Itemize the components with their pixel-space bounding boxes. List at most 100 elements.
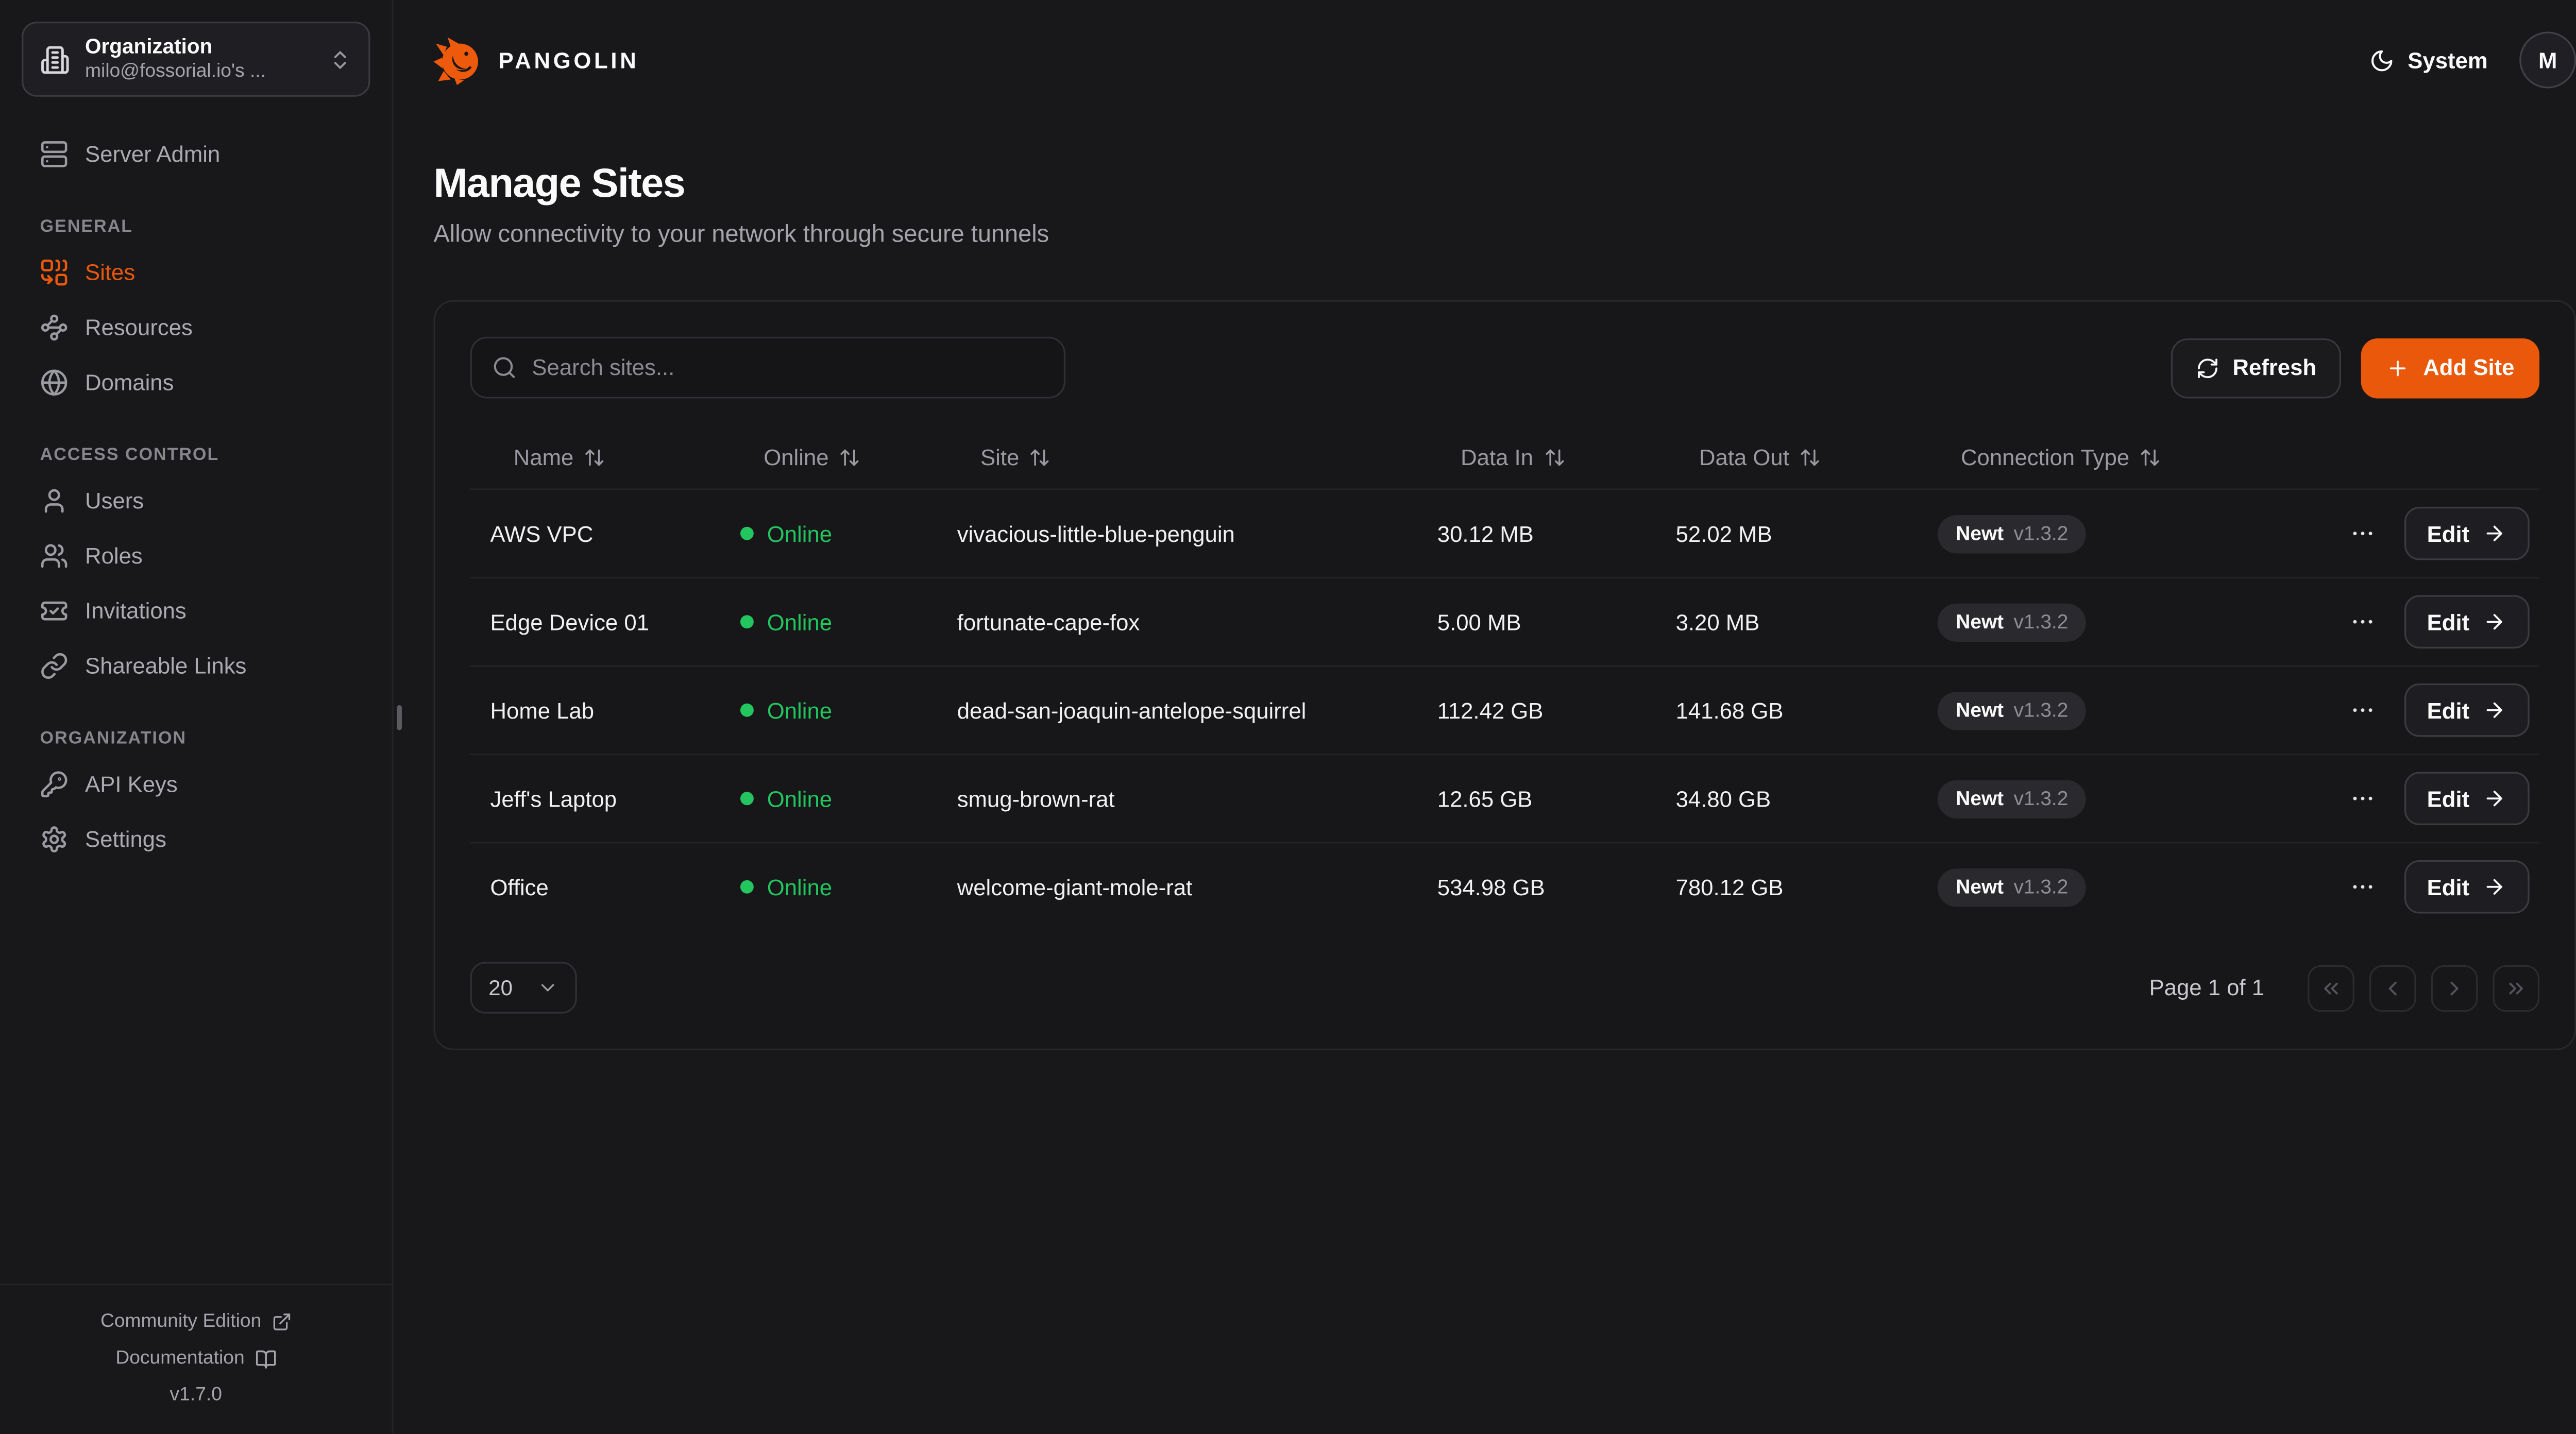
table-row: Jeff's Laptop Online smug-brown-rat 12.6… <box>470 753 2540 842</box>
sites-card: Refresh Add Site Name Online Site Data I… <box>433 300 2576 1050</box>
row-menu-button[interactable] <box>2348 874 2375 900</box>
site-name-cell: Jeff's Laptop <box>490 786 617 811</box>
column-header-online[interactable]: Online <box>720 445 937 469</box>
edit-button[interactable]: Edit <box>2403 860 2530 914</box>
sidebar-resize-handle[interactable] <box>397 705 402 730</box>
sidebar-item-shareable-links[interactable]: Shareable Links <box>20 639 372 694</box>
chevron-down-icon <box>541 984 554 992</box>
row-menu-button[interactable] <box>2348 608 2375 635</box>
brand-name: PANGOLIN <box>498 47 639 73</box>
link-icon <box>41 653 67 679</box>
row-menu-button[interactable] <box>2348 520 2375 547</box>
site-id-cell: vivacious-little-blue-penguin <box>957 521 1235 546</box>
sites-icon <box>41 259 67 286</box>
pagination-right: Page 1 of 1 <box>2149 964 2540 1011</box>
section-label-access-control: ACCESS CONTROL <box>40 445 219 465</box>
user-icon <box>44 489 64 513</box>
pager-buttons <box>2308 964 2540 1011</box>
sidebar-item-label: Settings <box>85 827 166 852</box>
site-id-cell: smug-brown-rat <box>957 786 1115 811</box>
sort-icon <box>1545 448 1563 465</box>
online-status-dot <box>740 703 754 717</box>
table-body: AWS VPC Online vivacious-little-blue-pen… <box>470 488 2540 930</box>
arrow-right-icon <box>2486 791 2502 807</box>
edit-button[interactable]: Edit <box>2403 506 2530 560</box>
building-icon <box>41 45 69 73</box>
sidebar-item-label: Resources <box>85 315 193 340</box>
sort-icon <box>1801 448 1819 465</box>
org-selector-texts: Organization milo@fossorial.io's ... <box>85 34 313 84</box>
online-status-dot <box>740 792 754 806</box>
connection-type-cell: Newt v1.3.2 <box>1918 691 2251 729</box>
chevrons-left-icon <box>2324 982 2338 994</box>
community-edition-link[interactable]: Community Edition <box>13 1304 379 1340</box>
data-out-cell: 780.12 GB <box>1675 874 1784 900</box>
edit-button[interactable]: Edit <box>2403 595 2530 648</box>
section-label-organization: ORGANIZATION <box>40 728 187 749</box>
theme-label: System <box>2408 47 2488 73</box>
external-link-icon <box>273 1313 290 1330</box>
search-input[interactable] <box>532 355 1044 380</box>
sidebar-item-invitations[interactable]: Invitations <box>20 584 372 639</box>
ellipsis-icon <box>2352 708 2371 712</box>
page-subtitle: Allow connectivity to your network throu… <box>433 221 1049 249</box>
online-status-dot <box>740 880 754 894</box>
ellipsis-icon <box>2352 885 2371 889</box>
online-status-dot <box>740 615 754 629</box>
site-name-cell: AWS VPC <box>490 521 594 546</box>
theme-selector[interactable]: System <box>2369 47 2488 73</box>
sidebar-item-roles[interactable]: Roles <box>20 528 372 584</box>
connection-type-cell: Newt v1.3.2 <box>1918 867 2251 906</box>
column-header-connection-type[interactable]: Connection Type <box>1918 445 2251 469</box>
refresh-icon <box>2197 357 2217 378</box>
sidebar-item-sites[interactable]: Sites <box>20 245 372 300</box>
row-menu-button[interactable] <box>2348 785 2375 812</box>
moon-icon <box>2371 49 2393 71</box>
table-row: Edge Device 01 Online fortunate-cape-fox… <box>470 576 2540 665</box>
sidebar-item-settings[interactable]: Settings <box>20 812 372 867</box>
search-icon <box>494 357 515 378</box>
avatar[interactable]: M <box>2519 31 2576 89</box>
table-row: Home Lab Online dead-san-joaquin-antelop… <box>470 665 2540 754</box>
waypoints-icon <box>41 314 67 341</box>
sidebar-spacer <box>0 867 392 1284</box>
edit-button[interactable]: Edit <box>2403 683 2530 737</box>
column-header-site[interactable]: Site <box>937 444 1417 470</box>
sidebar-item-domains[interactable]: Domains <box>20 355 372 410</box>
connection-type-badge: Newt v1.3.2 <box>1937 779 2087 818</box>
next-page-button[interactable] <box>2431 964 2478 1011</box>
refresh-button[interactable]: Refresh <box>2171 337 2342 398</box>
org-selector[interactable]: Organization milo@fossorial.io's ... <box>22 22 370 97</box>
sidebar-nav: Server Admin GENERAL Sites Resources <box>0 107 392 867</box>
sidebar-item-users[interactable]: Users <box>20 473 372 528</box>
documentation-link[interactable]: Documentation <box>13 1340 379 1377</box>
chevron-left-icon <box>2388 981 2397 995</box>
sort-icon <box>840 448 859 465</box>
community-edition-label: Community Edition <box>100 1312 262 1332</box>
data-in-cell: 112.42 GB <box>1437 697 1544 723</box>
page-size-select[interactable]: 20 <box>470 962 577 1014</box>
row-actions-cell: Edit <box>2251 595 2539 648</box>
prev-page-button[interactable] <box>2369 964 2416 1011</box>
documentation-label: Documentation <box>115 1348 245 1369</box>
brand[interactable]: PANGOLIN <box>433 35 639 86</box>
chevrons-right-icon <box>2509 982 2523 994</box>
site-name-cell: Edge Device 01 <box>490 609 649 635</box>
sidebar-item-server-admin[interactable]: Server Admin <box>20 127 372 182</box>
row-menu-button[interactable] <box>2348 697 2375 724</box>
column-header-data-out[interactable]: Data Out <box>1656 445 1918 469</box>
sidebar-item-resources[interactable]: Resources <box>20 300 372 355</box>
sidebar-item-api-keys[interactable]: API Keys <box>20 757 372 812</box>
first-page-button[interactable] <box>2308 964 2354 1011</box>
sidebar-item-label: Sites <box>85 260 135 285</box>
site-id-cell: fortunate-cape-fox <box>957 609 1140 635</box>
column-header-name[interactable]: Name <box>470 445 720 469</box>
edit-button[interactable]: Edit <box>2403 772 2530 826</box>
add-site-button[interactable]: Add Site <box>2361 337 2540 398</box>
column-header-data-in[interactable]: Data In <box>1417 445 1656 469</box>
page-head: Manage Sites Allow connectivity to your … <box>433 162 2576 248</box>
column-header-label: Site <box>980 444 1020 470</box>
key-icon <box>41 771 67 797</box>
data-out-cell: 34.80 GB <box>1675 786 1771 811</box>
last-page-button[interactable] <box>2493 964 2540 1011</box>
